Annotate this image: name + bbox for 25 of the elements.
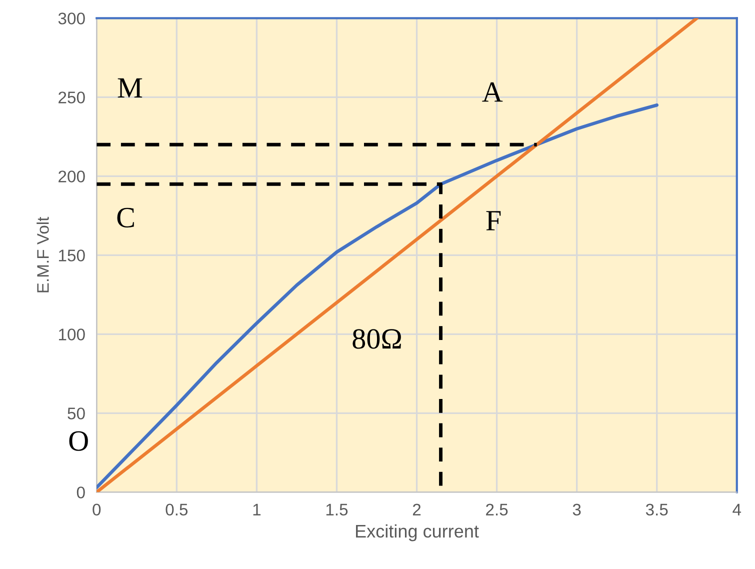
y-tick-label: 250 [58, 92, 85, 104]
annotation: M [118, 78, 142, 98]
annotation: O [69, 431, 88, 451]
x-tick-label: 3.5 [646, 504, 668, 516]
y-tick-label: 50 [68, 408, 85, 420]
x-tick-label: 4 [732, 504, 742, 516]
annotation: C [117, 208, 134, 228]
y-tick-label: 100 [58, 328, 85, 340]
x-tick-label: 1 [253, 504, 261, 516]
annotation: A [482, 82, 503, 102]
y-tick-label: 150 [58, 250, 85, 262]
x-tick-label: 3 [572, 504, 581, 516]
x-tick-label: 2.5 [486, 504, 508, 516]
annotation: F [486, 211, 501, 230]
annotation: 80Ω [352, 329, 401, 349]
x-tick-label: 2 [412, 504, 421, 516]
y-tick-label: 300 [58, 12, 85, 24]
y-tick-label: 0 [76, 486, 85, 498]
y-tick-label: 200 [58, 170, 85, 182]
x-tick-label: 0 [92, 504, 101, 516]
x-axis-title: Exciting current [356, 524, 479, 542]
x-tick-label: 1.5 [326, 504, 348, 516]
line-series [96, 103, 659, 490]
x-tick-label: 0.5 [166, 504, 188, 516]
y-axis-title: E.M.F Volt [36, 216, 49, 292]
